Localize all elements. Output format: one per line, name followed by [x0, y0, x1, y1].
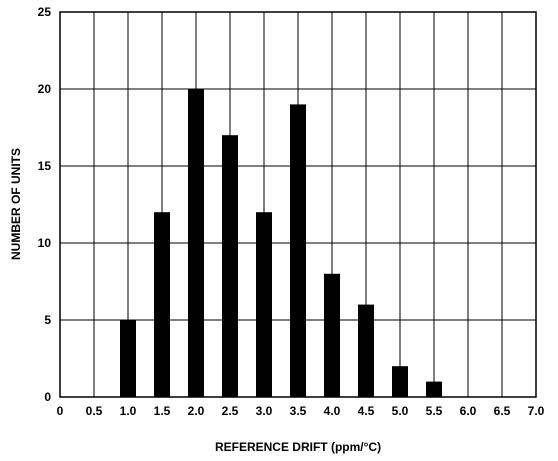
x-tick-label: 2.0 [188, 404, 205, 418]
x-tick-label: 5.0 [392, 404, 409, 418]
y-tick-label: 20 [38, 82, 52, 96]
x-tick-labels: 0 0.5 1.0 1.5 2.0 2.5 3.0 3.5 4.0 4.5 5.0 5.5 6.0 6.5… [57, 404, 545, 418]
x-tick-label: 3.0 [256, 404, 273, 418]
x-tick-label: 3.5 [290, 404, 307, 418]
x-tick-label: 7.0 [528, 404, 545, 418]
y-tick-label: 25 [38, 5, 52, 19]
x-axis-title: REFERENCE DRIFT (ppm/°C) [215, 440, 381, 454]
y-axis-title: NUMBER OF UNITS [9, 148, 23, 260]
bar [222, 135, 238, 397]
y-tick-label: 10 [38, 236, 52, 250]
x-tick-label: 4.0 [324, 404, 341, 418]
bar [358, 304, 374, 397]
plot-frame [59, 11, 537, 398]
x-tick-label: 1.0 [120, 404, 137, 418]
x-tick-label: 1.5 [154, 404, 171, 418]
bar [188, 89, 204, 397]
bar [256, 212, 272, 397]
x-tick-label: 0 [57, 404, 64, 418]
bar [392, 366, 408, 397]
bar [290, 104, 306, 398]
bar [154, 212, 170, 397]
x-tick-label: 0.5 [86, 404, 103, 418]
x-tick-label: 4.5 [358, 404, 375, 418]
y-tick-label: 5 [44, 313, 51, 327]
x-tick-label: 6.0 [460, 404, 477, 418]
y-tick-label: 0 [44, 390, 51, 404]
x-tick-label: 2.5 [222, 404, 239, 418]
y-tick-labels: 0 5 10 15 20 25 [38, 5, 52, 404]
bars [120, 89, 442, 398]
x-tick-label: 5.5 [426, 404, 443, 418]
bar [426, 381, 442, 397]
x-tick-label: 6.5 [494, 404, 511, 418]
bar [324, 273, 340, 397]
bar [120, 320, 136, 397]
y-tick-label: 15 [38, 159, 52, 173]
